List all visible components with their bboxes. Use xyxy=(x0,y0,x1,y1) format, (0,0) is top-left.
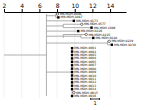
leaf-branch xyxy=(63,27,91,28)
leaf-branch xyxy=(63,34,86,35)
node-branch xyxy=(46,15,55,16)
leaf-marker xyxy=(71,54,73,56)
scale-bar-end xyxy=(90,98,91,100)
grid-line xyxy=(57,12,58,98)
node-connector xyxy=(80,35,81,38)
node-branch xyxy=(4,55,46,56)
tick-label: 12 xyxy=(89,2,97,9)
leaf-marker xyxy=(71,50,73,52)
tick-label: 14 xyxy=(107,2,115,9)
leaf-marker xyxy=(85,33,87,35)
tick: 6 xyxy=(38,2,42,13)
node-connector xyxy=(63,24,64,27)
tick-mark xyxy=(92,9,93,12)
tick-mark xyxy=(22,9,23,12)
tick-label: 10 xyxy=(71,2,79,9)
tick-mark xyxy=(110,9,111,12)
chart: 2 4 6 8 10 12 14 MN-MDH-0006MN-MDH-1087MN-MDH-0… xyxy=(0,0,150,110)
leaf-marker xyxy=(71,88,73,90)
leaf-marker xyxy=(71,47,73,49)
node-connector xyxy=(55,14,56,17)
leaf-marker xyxy=(71,61,73,63)
tick-label: 8 xyxy=(56,2,60,9)
node-branch xyxy=(46,72,72,73)
tick: 8 xyxy=(56,2,60,13)
node-branch xyxy=(46,25,63,26)
leaf-marker xyxy=(71,74,73,76)
leaf-marker xyxy=(81,23,83,25)
leaf-marker xyxy=(71,71,73,73)
leaf-marker xyxy=(111,44,113,46)
labels: MN-MDH-0006MN-MDH-1087MN-MDH-0173MN-MDH-… xyxy=(60,12,136,106)
scale-bar-end xyxy=(99,98,100,100)
leaf-marker xyxy=(92,37,94,39)
leaf-marker xyxy=(71,95,73,97)
tick: 12 xyxy=(89,2,97,13)
tick: 2 xyxy=(3,2,7,13)
leaf-branch xyxy=(63,24,82,25)
leaf-branch xyxy=(81,37,93,38)
tick-mark xyxy=(39,9,40,12)
leaf-marker xyxy=(73,20,75,22)
tick-mark xyxy=(57,9,58,12)
tick: 4 xyxy=(20,2,24,13)
node-branch xyxy=(46,43,107,44)
tick-label: 6 xyxy=(38,2,42,9)
leaf-marker xyxy=(71,85,73,87)
node-branch xyxy=(46,36,63,37)
node-connector xyxy=(72,48,73,96)
x-axis: 2 4 6 8 10 12 14 xyxy=(3,2,127,13)
leaf-marker xyxy=(71,81,73,83)
leaf-marker xyxy=(71,78,73,80)
leaf-marker xyxy=(57,16,59,18)
node-branch xyxy=(63,36,81,37)
leaf-label: MN-MDH-0016 xyxy=(74,94,96,98)
leaf-marker xyxy=(71,67,73,69)
leaf-marker xyxy=(108,40,110,42)
tick-label: 4 xyxy=(20,2,24,9)
scale-bar-label: 1 xyxy=(93,100,96,106)
leaf-marker xyxy=(56,13,58,15)
leaf-branch xyxy=(46,20,73,21)
tick-mark xyxy=(4,9,5,12)
leaf-branch xyxy=(46,31,78,32)
leaf-marker xyxy=(71,64,73,66)
leaf-marker xyxy=(77,30,79,32)
leaf-marker xyxy=(71,57,73,59)
leaf-label: MN-MDH-0230 xyxy=(114,43,136,47)
node-connector xyxy=(107,41,108,44)
tick: 10 xyxy=(71,2,79,13)
tick-label: 2 xyxy=(3,2,7,9)
tick: 14 xyxy=(107,2,115,13)
